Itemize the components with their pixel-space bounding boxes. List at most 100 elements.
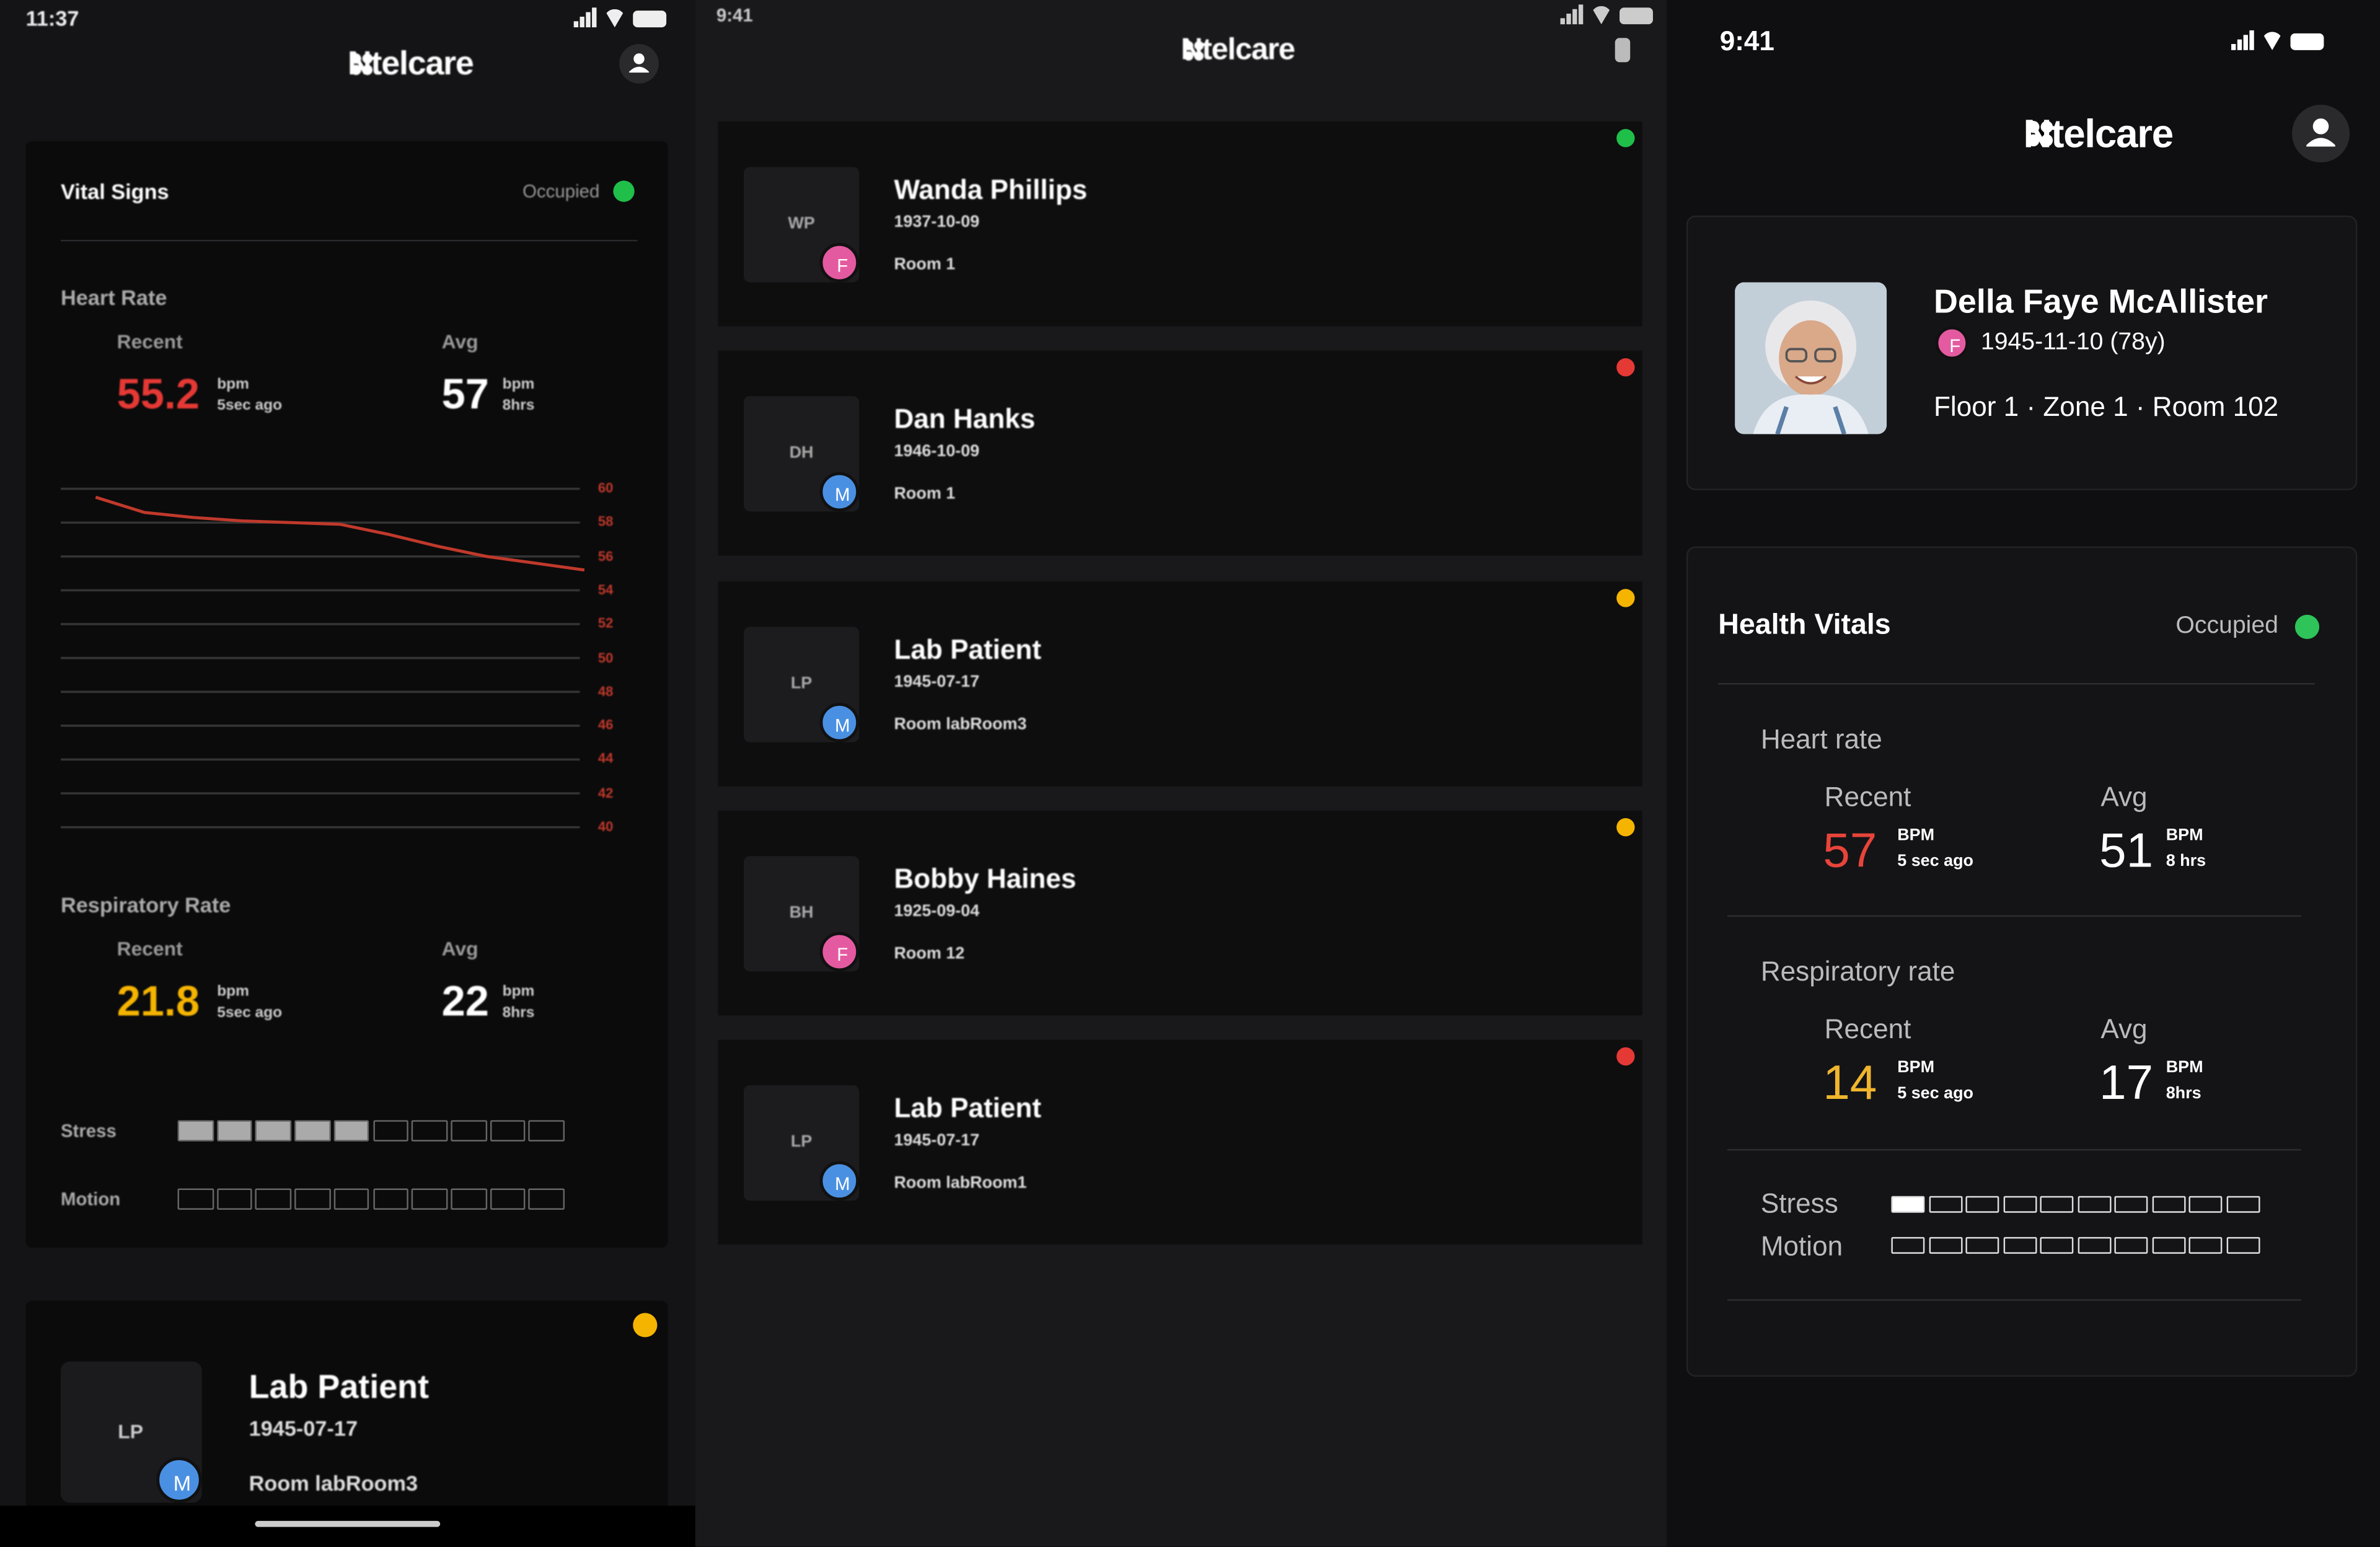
profile-button[interactable] [2291, 104, 2350, 163]
brand-name: Ntelcare [2023, 110, 2174, 157]
heart-rate-line [95, 495, 585, 572]
divider [1718, 683, 2315, 685]
motion-level [177, 1188, 565, 1210]
divider [1727, 1299, 2301, 1301]
patient-row[interactable] [718, 810, 1642, 1016]
patient-dob: 1945-07-17 [249, 1416, 358, 1441]
stress-label: Stress [1760, 1188, 1838, 1219]
profile-icon [629, 53, 649, 73]
stress-level [177, 1120, 565, 1142]
vitals-card [25, 141, 668, 1248]
segment [255, 1188, 292, 1210]
signal-bar [1572, 9, 1577, 25]
avg-value: 22 [441, 977, 489, 1025]
recent-label: Recent [1824, 1013, 1911, 1044]
signal-bar [1560, 18, 1565, 25]
segment [2151, 1196, 2186, 1213]
status-time: 9:41 [1719, 25, 1774, 56]
segment [2040, 1236, 2074, 1254]
signal-bar [580, 16, 584, 28]
avatar-initials: DH [789, 444, 814, 463]
segment [490, 1120, 526, 1142]
patient-row[interactable] [718, 351, 1642, 557]
signal-bar [2249, 30, 2254, 50]
patient-location: Floor 1 · Zone 1 · Room 102 [1934, 391, 2279, 422]
y-tick-label: 58 [597, 514, 614, 530]
patient-dob: 1946-10-09 [894, 443, 980, 461]
gender-letter: F [837, 255, 848, 276]
patient-dob: 1945-07-17 [894, 1132, 980, 1150]
metric-label: Heart rate [1760, 724, 1882, 755]
segment [2077, 1196, 2112, 1213]
avatar-initials: LP [790, 674, 813, 692]
signal-bar [1578, 4, 1584, 25]
segment [2003, 1196, 2037, 1213]
avg-time: 8 hrs [2166, 852, 2206, 871]
signal-bar [1566, 14, 1571, 25]
patient-row[interactable] [718, 580, 1642, 786]
signal-bar [592, 7, 597, 28]
segment [1965, 1196, 1999, 1213]
patient-room: Room labRoom1 [894, 1174, 1027, 1193]
motion-label: Motion [1760, 1231, 1843, 1262]
profile-button[interactable] [619, 44, 659, 84]
patient-status-dot [633, 1313, 658, 1338]
heart-rate-chart [60, 487, 585, 829]
profile-mini [1615, 38, 1631, 63]
avatar-initials: LP [790, 1133, 813, 1152]
segment [216, 1120, 253, 1142]
avg-value: 57 [441, 370, 489, 418]
segment [490, 1188, 526, 1210]
divider [60, 239, 638, 242]
y-tick-label: 54 [597, 581, 614, 597]
patient-name: Wanda Phillips [894, 174, 1088, 205]
battery [633, 11, 667, 28]
patient-row[interactable] [718, 1040, 1642, 1245]
home-indicator [255, 1520, 441, 1527]
segment [216, 1188, 253, 1210]
avg-unit: BPM [2166, 826, 2203, 845]
segment [2114, 1236, 2149, 1254]
segment [294, 1120, 331, 1142]
y-tick-label: 40 [597, 819, 614, 834]
y-tick-label: 50 [597, 650, 614, 665]
y-tick-label: 46 [597, 717, 614, 733]
recent-time: 5sec ago [217, 1005, 283, 1022]
status-time: 9:41 [716, 4, 753, 26]
signal-bar [2237, 39, 2242, 50]
status-time: 11:37 [25, 6, 79, 30]
brand-name: Ntelcare [347, 44, 474, 82]
gender-badge: F [819, 242, 860, 283]
gender-letter: M [834, 484, 850, 506]
segment [372, 1120, 409, 1142]
segment [294, 1188, 331, 1210]
metric-label: Respiratory Rate [60, 892, 231, 917]
patient-room: Room 1 [894, 255, 956, 275]
patient-row[interactable] [718, 121, 1642, 327]
avg-label: Avg [441, 330, 478, 353]
avg-unit: BPM [2166, 1059, 2203, 1077]
signal-bar [2243, 35, 2248, 50]
avg-value: 17 [2099, 1055, 2154, 1110]
gender-badge: M [819, 702, 860, 742]
brand-name: Ntelcare [1181, 33, 1295, 67]
segment [2040, 1196, 2074, 1213]
y-tick-label: 56 [597, 548, 614, 563]
segment [333, 1188, 370, 1210]
occupancy-status: Occupied [2175, 613, 2278, 640]
segment [1891, 1196, 1925, 1213]
segment [528, 1188, 565, 1210]
brand-logo-wrap [348, 50, 376, 78]
segment [1891, 1236, 1925, 1254]
recent-unit: bpm [217, 983, 249, 1000]
gender-letter: M [173, 1471, 192, 1496]
signal-bar [573, 21, 579, 28]
segment [2003, 1236, 2037, 1254]
patient-status-dot [1616, 818, 1635, 837]
recent-unit: bpm [217, 376, 249, 394]
segment [255, 1120, 292, 1142]
metric-label: Respiratory rate [1760, 956, 1955, 987]
profile-icon [2306, 118, 2335, 147]
segment [2189, 1196, 2223, 1213]
